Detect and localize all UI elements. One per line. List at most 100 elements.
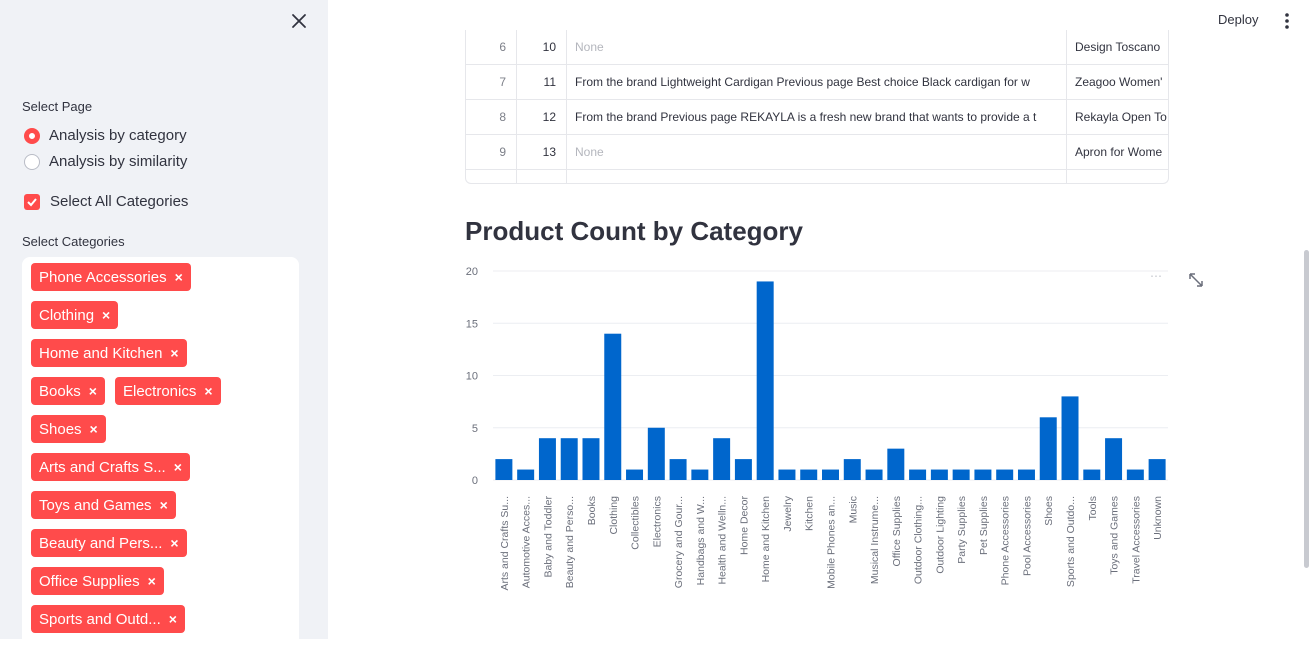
- remove-chip-icon[interactable]: ×: [204, 383, 213, 399]
- x-tick-label: Shoes: [1043, 496, 1055, 526]
- bar[interactable]: [1017, 469, 1035, 480]
- bar[interactable]: [713, 438, 731, 480]
- bar[interactable]: [669, 459, 687, 480]
- x-tick-label: Party Supplies: [956, 496, 968, 564]
- cell-description: [567, 170, 1067, 183]
- x-tick-label: Kitchen: [804, 496, 816, 531]
- x-tick-label: Sports and Outdo...: [1065, 496, 1077, 587]
- close-icon[interactable]: [288, 10, 310, 32]
- row-index: [466, 170, 517, 183]
- data-table[interactable]: 6 10 None Design Toscano 7 11 From the b…: [465, 30, 1169, 184]
- row-index: 7: [466, 65, 517, 100]
- cell-description[interactable]: From the brand Previous page REKAYLA is …: [567, 100, 1067, 135]
- remove-chip-icon[interactable]: ×: [88, 383, 97, 399]
- x-tick-label: Baby and Toddler: [542, 496, 554, 578]
- bar[interactable]: [887, 448, 905, 480]
- x-tick-label: Automotive Acces...: [521, 496, 533, 588]
- table-row: 8 12 From the brand Previous page REKAYL…: [466, 100, 1168, 135]
- cell-id[interactable]: 11: [517, 65, 567, 100]
- categories-multiselect[interactable]: Phone Accessories × Clothing × Home and Ki…: [22, 257, 299, 657]
- chip-shoes: Shoes ×: [31, 415, 106, 443]
- bar[interactable]: [952, 469, 970, 480]
- remove-chip-icon[interactable]: ×: [159, 497, 168, 513]
- chip-books: Books ×: [31, 377, 105, 405]
- bar[interactable]: [909, 469, 927, 480]
- bar[interactable]: [974, 469, 992, 480]
- bar[interactable]: [1061, 396, 1079, 480]
- bar[interactable]: [582, 438, 600, 480]
- remove-chip-icon[interactable]: ×: [168, 611, 177, 627]
- row-index: 9: [466, 135, 517, 170]
- more-options-icon[interactable]: [1283, 12, 1291, 30]
- bar[interactable]: [996, 469, 1014, 480]
- cell-description[interactable]: From the brand Lightweight Cardigan Prev…: [567, 65, 1067, 100]
- bar[interactable]: [865, 469, 883, 480]
- bar[interactable]: [930, 469, 948, 480]
- chip-sports-and-outdoors: Sports and Outd... ×: [31, 605, 185, 633]
- remove-chip-icon[interactable]: ×: [174, 269, 183, 285]
- chip-label: Electronics: [123, 382, 197, 400]
- bar[interactable]: [800, 469, 818, 480]
- cell-title[interactable]: Design Toscano: [1075, 40, 1161, 54]
- x-tick-label: Books: [586, 496, 598, 525]
- bar[interactable]: [560, 438, 578, 480]
- y-tick-label: 15: [466, 318, 478, 330]
- cell-id[interactable]: 13: [517, 135, 567, 170]
- remove-chip-icon[interactable]: ×: [170, 535, 179, 551]
- bar[interactable]: [647, 427, 665, 480]
- bar[interactable]: [626, 469, 644, 480]
- cell-title[interactable]: Zeagoo Women': [1075, 75, 1163, 89]
- radio-label: Analysis by similarity: [49, 153, 188, 170]
- cell-id[interactable]: 12: [517, 100, 567, 135]
- remove-chip-icon[interactable]: ×: [170, 345, 179, 361]
- x-tick-label: Home and Kitchen: [760, 496, 772, 583]
- radio-analysis-by-similarity[interactable]: Analysis by similarity: [24, 153, 187, 170]
- chip-home-and-kitchen: Home and Kitchen ×: [31, 339, 187, 367]
- remove-chip-icon[interactable]: ×: [173, 459, 182, 475]
- bar[interactable]: [538, 438, 556, 480]
- bar[interactable]: [691, 469, 709, 480]
- chip-arts-and-crafts: Arts and Crafts S... ×: [31, 453, 190, 481]
- remove-chip-icon[interactable]: ×: [89, 421, 98, 437]
- bar[interactable]: [1105, 438, 1123, 480]
- remove-chip-icon[interactable]: ×: [147, 573, 156, 589]
- x-tick-label: Phone Accessories: [1000, 496, 1012, 585]
- bar[interactable]: [756, 281, 774, 480]
- bar[interactable]: [822, 469, 839, 480]
- x-tick-label: Collectibles: [630, 496, 642, 550]
- x-tick-label: Musical Instrume...: [869, 496, 881, 584]
- cell-title[interactable]: Apron for Wome: [1075, 145, 1163, 159]
- bar[interactable]: [604, 333, 622, 480]
- bar[interactable]: [1126, 469, 1144, 480]
- remove-chip-icon[interactable]: ×: [102, 307, 111, 323]
- bar[interactable]: [495, 459, 513, 480]
- cell-title[interactable]: Rekayla Open To: [1075, 110, 1167, 124]
- bar[interactable]: [778, 469, 796, 480]
- cell-id[interactable]: 10: [517, 30, 567, 65]
- deploy-button[interactable]: Deploy: [1218, 12, 1259, 27]
- cell-description[interactable]: None: [567, 30, 1067, 65]
- x-tick-label: Music: [847, 496, 859, 523]
- radio-analysis-by-category[interactable]: Analysis by category: [24, 127, 187, 144]
- x-tick-label: Outdoor Clothing...: [913, 496, 925, 584]
- y-tick-label: 0: [472, 475, 478, 487]
- x-tick-label: Health and Welln...: [717, 496, 729, 585]
- cell-description[interactable]: None: [567, 135, 1067, 170]
- bar[interactable]: [517, 469, 535, 480]
- x-tick-label: Pet Supplies: [978, 496, 990, 555]
- bar[interactable]: [1148, 459, 1166, 480]
- bar[interactable]: [843, 459, 861, 480]
- chip-office-supplies: Office Supplies ×: [31, 567, 164, 595]
- radio-selected-icon: [24, 127, 40, 144]
- x-tick-label: Electronics: [651, 496, 663, 547]
- bar[interactable]: [1083, 469, 1101, 480]
- chart-menu-icon[interactable]: ⋯: [1150, 269, 1162, 283]
- bar[interactable]: [1039, 417, 1057, 480]
- select-categories-label: Select Categories: [22, 234, 125, 249]
- scrollbar[interactable]: [1304, 250, 1309, 568]
- x-tick-label: Unknown: [1152, 496, 1164, 540]
- bar[interactable]: [734, 459, 752, 480]
- select-all-categories-checkbox[interactable]: Select All Categories: [24, 193, 188, 210]
- fullscreen-icon[interactable]: [1187, 271, 1205, 289]
- chip-label: Beauty and Pers...: [39, 534, 163, 552]
